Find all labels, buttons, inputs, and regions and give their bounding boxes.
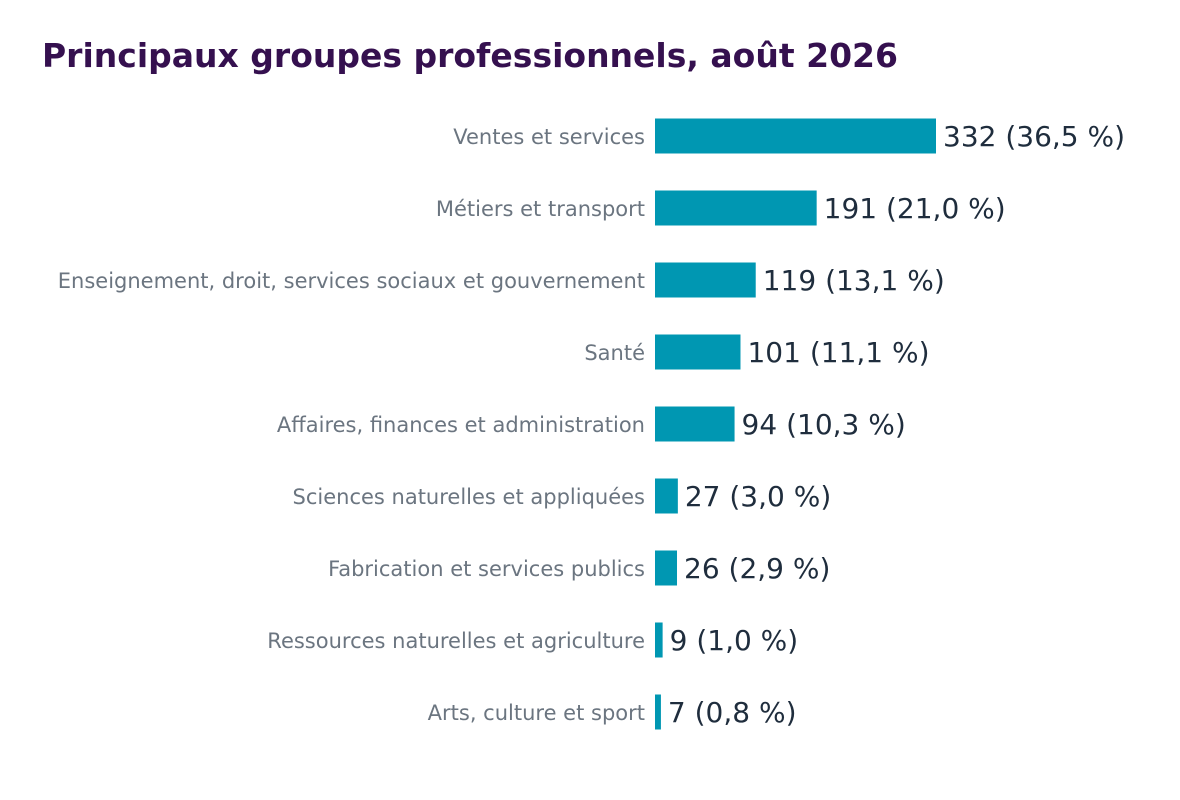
- bar: [655, 190, 817, 226]
- category-label: Ressources naturelles et agriculture: [267, 629, 645, 653]
- data-label: 332 (36,5 %): [943, 120, 1125, 153]
- bar: [655, 118, 936, 154]
- data-label: 119 (13,1 %): [763, 264, 945, 297]
- bar: [655, 478, 678, 514]
- data-label: 191 (21,0 %): [824, 192, 1006, 225]
- bar: [655, 694, 661, 730]
- category-label: Enseignement, droit, services sociaux et…: [58, 269, 645, 293]
- category-label: Sciences naturelles et appliquées: [293, 485, 646, 509]
- bar: [655, 262, 756, 298]
- data-label: 7 (0,8 %): [668, 696, 797, 729]
- category-label: Santé: [584, 341, 645, 365]
- category-label: Affaires, finances et administration: [277, 413, 645, 437]
- data-label: 27 (3,0 %): [685, 480, 831, 513]
- data-label: 94 (10,3 %): [742, 408, 906, 441]
- data-label: 9 (1,0 %): [670, 624, 799, 657]
- category-label: Arts, culture et sport: [428, 701, 645, 725]
- bar: [655, 550, 678, 586]
- category-label: Fabrication et services publics: [328, 557, 645, 581]
- data-label: 101 (11,1 %): [747, 336, 929, 369]
- chart-title: Principaux groupes professionnels, août …: [42, 36, 898, 75]
- category-label: Métiers et transport: [436, 197, 645, 221]
- bar: [655, 406, 735, 442]
- bar: [655, 622, 663, 658]
- category-label: Ventes et services: [453, 125, 645, 149]
- bar: [655, 334, 741, 370]
- data-label: 26 (2,9 %): [684, 552, 830, 585]
